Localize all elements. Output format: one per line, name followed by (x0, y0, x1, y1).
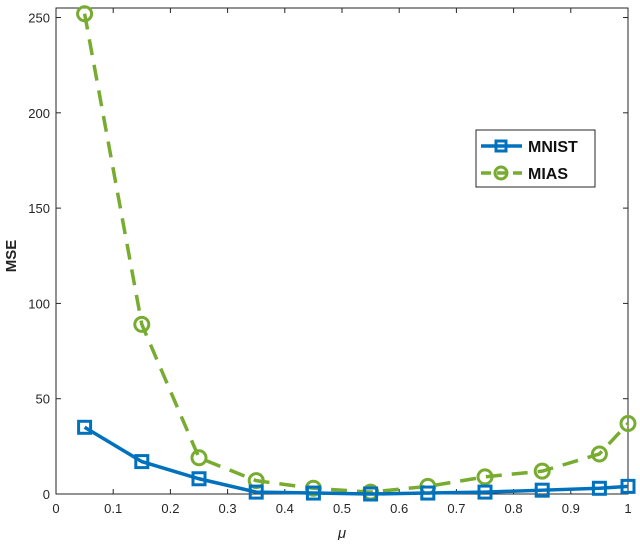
series-line (83, 425, 629, 496)
data-point-circle (590, 445, 608, 463)
data-point-square (191, 471, 207, 487)
plot-frame (55, 7, 629, 495)
data-point-square (305, 485, 321, 501)
x-tick-label: 0.5 (333, 501, 351, 516)
y-tick-label: 150 (28, 201, 50, 216)
x-tick-label: 0.7 (447, 501, 465, 516)
data-point-circle (476, 468, 494, 486)
legend: MNIST MIAS (475, 129, 596, 188)
x-tick-label: 0 (52, 501, 59, 516)
data-point-square (77, 419, 93, 435)
x-tick-label: 0.4 (276, 501, 294, 516)
series-line (82, 13, 630, 494)
y-tick-label: 50 (36, 392, 50, 407)
x-tick-label: 0.1 (104, 501, 122, 516)
data-point-circle (493, 165, 509, 181)
data-point-square (534, 482, 550, 498)
y-tick-label: 0 (43, 487, 50, 502)
y-tick-label: 100 (28, 296, 50, 311)
series-group (76, 5, 637, 502)
data-point-circle (76, 5, 94, 23)
data-point-square (134, 454, 150, 470)
x-tick-label: 1 (624, 501, 631, 516)
y-tick-label: 200 (28, 106, 50, 121)
data-point-circle (247, 472, 265, 490)
data-point-square (591, 480, 607, 496)
data-point-square (420, 485, 436, 501)
x-tick-label: 0.9 (562, 501, 580, 516)
data-point-square (248, 484, 264, 500)
x-tick-label: 0.6 (390, 501, 408, 516)
series-mnist (77, 419, 636, 502)
data-point-circle (533, 462, 551, 480)
x-tick-label: 0.2 (161, 501, 179, 516)
axes: 0 0.1 0.2 0.3 0.4 0.5 0.6 0.7 0.8 0.9 1 0 50 100 150 20… (28, 7, 632, 516)
legend-label: MIAS (528, 166, 568, 183)
data-point-square (477, 484, 493, 500)
data-point-circle (133, 315, 151, 333)
data-point-circle (190, 449, 208, 467)
x-axis-label: μ (337, 525, 346, 540)
y-tick-label: 250 (28, 11, 50, 26)
data-point-square (494, 139, 508, 153)
x-tick-label: 0.8 (505, 501, 523, 516)
data-point-circle (619, 414, 637, 432)
data-point-square (620, 478, 636, 494)
y-axis-label: MSE (3, 240, 20, 273)
legend-label: MNIST (528, 139, 578, 156)
series-mias (76, 5, 637, 501)
x-tick-label: 0.3 (219, 501, 237, 516)
data-point-square (363, 486, 379, 502)
